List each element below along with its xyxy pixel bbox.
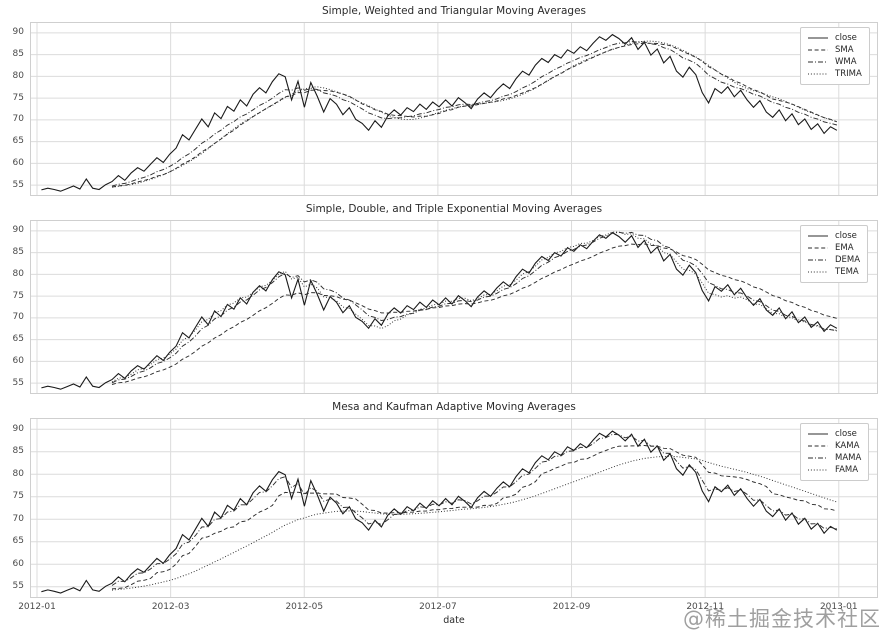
chart-title-adaptive-averages: Mesa and Kaufman Adaptive Moving Average… [332,401,576,413]
x-tick-label: 2012-01 [18,602,56,612]
legend-label: close [835,231,857,241]
y-tick-label: 65 [12,334,24,345]
legend-label: TEMA [835,267,859,277]
plot-area-ema-dema-tema [30,220,878,394]
x-tick-label: 2012-05 [285,602,324,612]
y-tick-label: 60 [12,558,24,569]
legend-line-sample [808,259,828,261]
y-tick-label: 80 [12,70,24,81]
legend-item: EMA [807,242,860,254]
legend-label: EMA [835,243,854,253]
legend-box: close EMA DEMA TEMA [800,225,869,283]
series-line-mama [111,433,837,586]
series-line-close [41,33,838,192]
series-line-wma [111,40,838,187]
plot-area-kama-mama-fama [30,418,878,598]
legend-label: TRIMA [835,69,862,79]
y-tick-label: 90 [12,225,24,236]
y-tick-label: 75 [12,92,24,103]
legend-item: WMA [807,56,862,68]
chart-title-moving-averages: Simple, Weighted and Triangular Moving A… [321,5,587,17]
series-line-sma [111,42,838,188]
legend-line-sample [808,469,828,471]
legend-box: close KAMA MAMA FAMA [800,423,870,481]
legend-label: DEMA [835,255,861,265]
legend-label: KAMA [835,441,860,451]
plot-border [30,22,878,196]
legend-label: FAMA [835,465,859,475]
y-tick-label: 60 [12,157,24,168]
y-tick-label: 70 [12,312,24,323]
y-tick-label: 55 [12,179,24,190]
y-tick-label: 75 [12,491,24,502]
y-tick-label: 90 [12,27,24,38]
watermark-text: @稀土掘金技术社区 [683,607,881,631]
y-tick-label: 85 [12,247,24,258]
legend-item: TEMA [807,266,860,278]
y-tick-label: 55 [12,581,24,592]
x-tick-label: 2013-01 [819,602,858,612]
x-tick-label: 2012-03 [151,602,190,612]
legend-line-sample [808,37,828,39]
y-tick-label: 80 [12,468,24,479]
y-tick-label: 80 [12,268,24,279]
legend-item: close [807,32,862,44]
legend-item: KAMA [807,440,861,452]
legend-item: SMA [807,44,862,56]
series-line-tema [111,231,837,383]
y-tick-label: 60 [12,355,24,366]
legend-line-sample [808,433,828,435]
legend-line-sample [808,445,828,447]
legend-line-sample [808,49,828,51]
legend-label: close [835,429,857,439]
series-line-kama [111,445,838,590]
y-tick-label: 55 [12,377,24,388]
x-tick-label: 2012-09 [552,602,591,612]
y-tick-label: 85 [12,49,24,60]
series-line-trima [111,40,838,188]
y-tick-label: 65 [12,136,24,147]
x-tick-label: 2012-11 [686,602,724,612]
y-tick-label: 75 [12,290,24,301]
legend-item: MAMA [807,452,861,464]
legend-box: close SMA WMA TRIMA [800,27,870,85]
legend-label: SMA [835,45,854,55]
series-line-ema [111,243,838,385]
legend-item: FAMA [807,464,861,476]
legend-item: TRIMA [807,68,862,80]
legend-item: close [807,230,860,242]
legend-line-sample [808,457,828,459]
x-tick-label: 2012-07 [419,602,457,612]
legend-label: close [835,33,857,43]
legend-line-sample [808,73,828,75]
plot-border [30,220,878,394]
y-tick-label: 70 [12,114,24,125]
legend-label: MAMA [835,453,862,463]
series-line-close [41,231,838,390]
legend-line-sample [808,247,828,249]
y-tick-label: 85 [12,446,24,457]
y-tick-label: 90 [12,423,24,434]
legend-line-sample [808,235,828,237]
y-tick-label: 65 [12,536,24,547]
legend-line-sample [808,271,828,273]
legend-line-sample [808,61,828,63]
series-line-dema [111,231,837,384]
y-tick-label: 70 [12,513,24,524]
legend-item: DEMA [807,254,860,266]
x-axis-label: date [443,615,465,626]
plot-border [30,418,878,598]
legend-label: WMA [835,57,857,67]
legend-item: close [807,428,861,440]
series-line-close [41,430,838,594]
chart-title-exponential-averages: Simple, Double, and Triple Exponential M… [305,203,603,215]
plot-area-sma-wma-trima [30,22,878,196]
